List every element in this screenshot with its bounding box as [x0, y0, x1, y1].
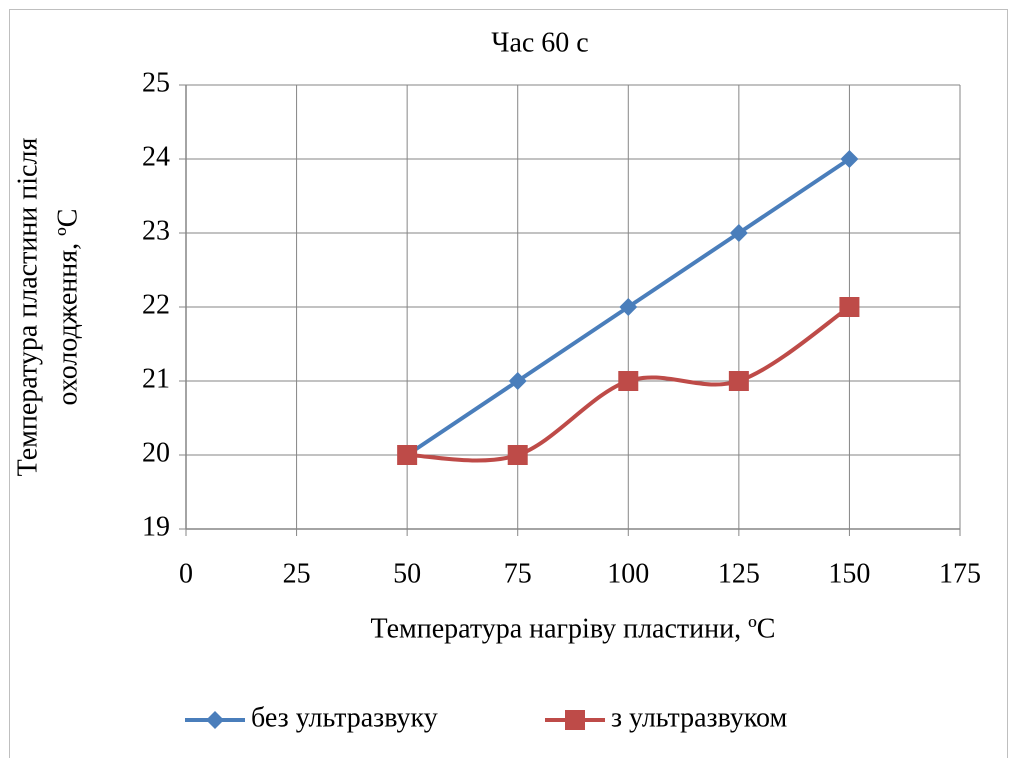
- data-point: [507, 445, 528, 465]
- legend-marker: [206, 711, 224, 729]
- y-tick-label: 22: [142, 289, 170, 320]
- y-tick-label: 19: [142, 511, 170, 542]
- chart-title: Час 60 с: [491, 27, 588, 58]
- data-point: [618, 371, 639, 391]
- x-axis-label: Температура нагріву пластини, ºC: [371, 613, 776, 644]
- legend-label: без ультразвуку: [251, 702, 438, 733]
- data-point: [728, 371, 749, 391]
- x-tick-label: 50: [393, 558, 421, 589]
- data-point: [839, 297, 860, 317]
- x-tick-label: 150: [828, 558, 870, 589]
- data-point: [619, 298, 638, 316]
- y-tick-label: 20: [142, 437, 170, 468]
- y-axis-label: охолодження, ºC: [52, 209, 83, 406]
- legend-label: з ультразвуком: [611, 702, 787, 733]
- x-tick-label: 125: [718, 558, 760, 589]
- legend-marker: [565, 710, 585, 730]
- y-tick-label: 21: [142, 363, 170, 394]
- x-tick-label: 100: [607, 558, 649, 589]
- data-point: [508, 372, 527, 390]
- chart-border: [9, 9, 1008, 758]
- y-tick-label: 25: [142, 67, 170, 98]
- y-tick-label: 24: [142, 141, 170, 172]
- data-point: [840, 150, 859, 168]
- x-tick-label: 75: [504, 558, 532, 589]
- y-axis-label: Температура пластини після: [12, 138, 43, 477]
- x-tick-label: 175: [939, 558, 981, 589]
- x-tick-label: 0: [179, 558, 193, 589]
- data-point: [397, 445, 418, 465]
- y-tick-label: 23: [142, 215, 170, 246]
- x-tick-label: 25: [283, 558, 311, 589]
- data-point: [729, 224, 748, 242]
